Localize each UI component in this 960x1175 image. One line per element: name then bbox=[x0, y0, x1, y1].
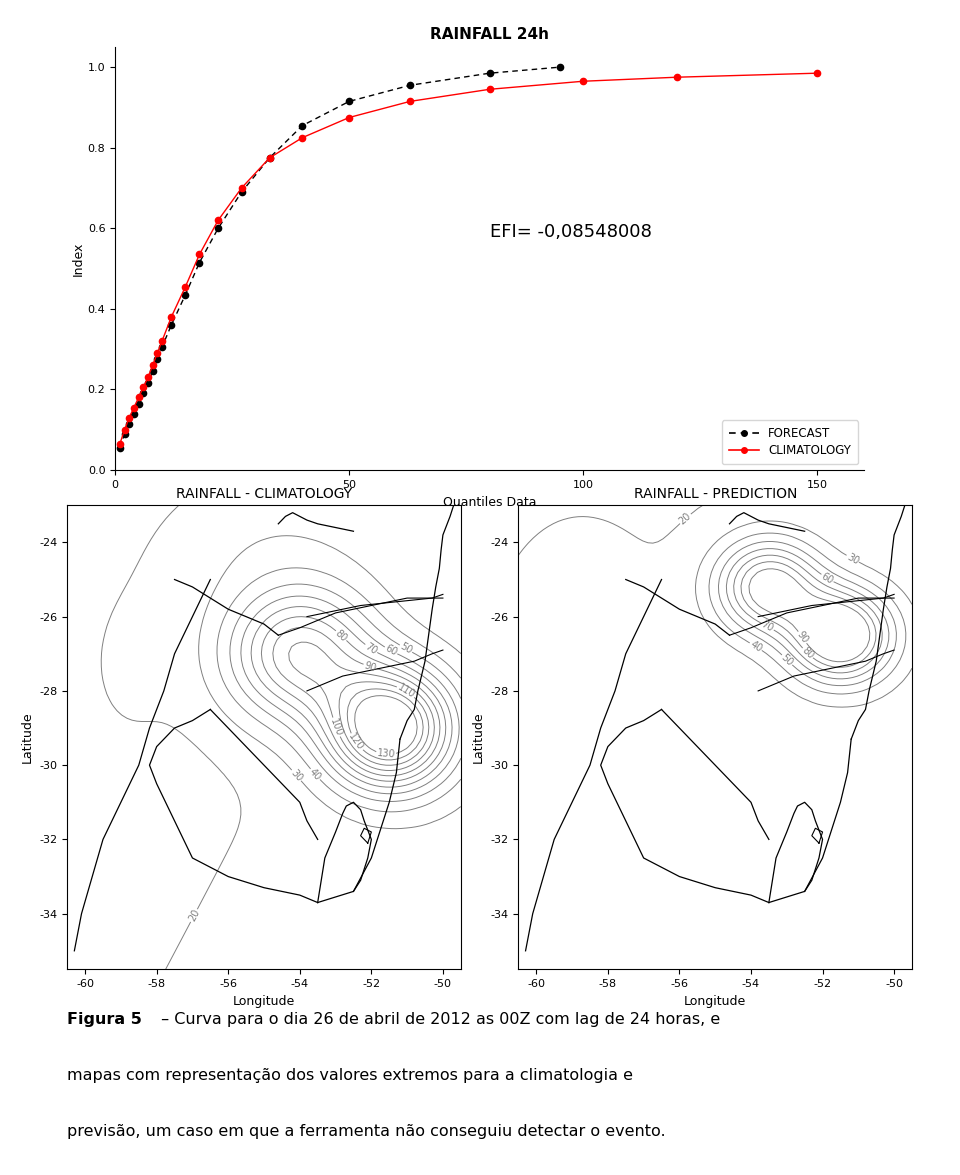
Y-axis label: Latitude: Latitude bbox=[472, 712, 485, 763]
Text: 70: 70 bbox=[363, 642, 379, 657]
Title: RAINFALL 24h: RAINFALL 24h bbox=[430, 27, 549, 41]
Text: 90: 90 bbox=[363, 660, 377, 673]
Text: 90: 90 bbox=[795, 630, 810, 645]
Text: 50: 50 bbox=[780, 652, 795, 667]
Text: 80: 80 bbox=[333, 627, 349, 644]
Text: 20: 20 bbox=[186, 908, 202, 924]
X-axis label: Quantiles Data: Quantiles Data bbox=[443, 496, 537, 509]
Title: RAINFALL - PREDICTION: RAINFALL - PREDICTION bbox=[634, 488, 797, 502]
Text: 100: 100 bbox=[328, 717, 344, 738]
Text: 110: 110 bbox=[396, 683, 417, 700]
Text: 130: 130 bbox=[376, 748, 396, 760]
Text: 70: 70 bbox=[759, 619, 776, 633]
Text: 40: 40 bbox=[748, 639, 764, 654]
Text: 50: 50 bbox=[398, 642, 414, 656]
Text: 30: 30 bbox=[289, 767, 304, 784]
Legend: FORECAST, CLIMATOLOGY: FORECAST, CLIMATOLOGY bbox=[722, 421, 858, 464]
Text: 30: 30 bbox=[845, 552, 860, 566]
Text: mapas com representação dos valores extremos para a climatologia e: mapas com representação dos valores extr… bbox=[67, 1068, 634, 1083]
Text: 60: 60 bbox=[820, 571, 835, 586]
Text: EFI= -0,08548008: EFI= -0,08548008 bbox=[490, 223, 652, 241]
Y-axis label: Latitude: Latitude bbox=[21, 712, 34, 763]
Text: 40: 40 bbox=[307, 766, 323, 783]
Text: 60: 60 bbox=[383, 643, 398, 658]
Text: previsão, um caso em que a ferramenta não conseguiu detectar o evento.: previsão, um caso em que a ferramenta nã… bbox=[67, 1123, 666, 1139]
Text: 120: 120 bbox=[347, 732, 366, 753]
Text: 80: 80 bbox=[800, 645, 815, 662]
Text: – Curva para o dia 26 de abril de 2012 as 00Z com lag de 24 horas, e: – Curva para o dia 26 de abril de 2012 a… bbox=[156, 1012, 720, 1027]
Text: Figura 5: Figura 5 bbox=[67, 1012, 142, 1027]
Title: RAINFALL - CLIMATOLOGY: RAINFALL - CLIMATOLOGY bbox=[176, 488, 352, 502]
Text: 20: 20 bbox=[678, 511, 693, 526]
X-axis label: Longitude: Longitude bbox=[233, 995, 295, 1008]
X-axis label: Longitude: Longitude bbox=[684, 995, 746, 1008]
Y-axis label: Index: Index bbox=[72, 241, 84, 276]
